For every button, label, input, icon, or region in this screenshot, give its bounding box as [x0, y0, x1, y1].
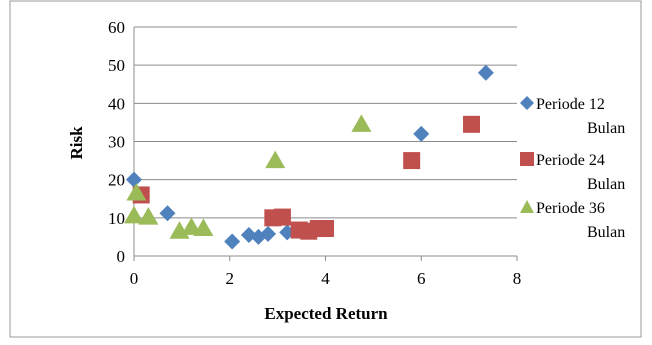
- legend-label-line2: Bulan: [587, 176, 625, 193]
- data-point-series-2: [274, 209, 291, 226]
- legend-label-line1: Periode 36: [536, 200, 605, 217]
- x-tick-label: 6: [417, 269, 426, 288]
- y-axis-title: Risk: [67, 126, 86, 160]
- legend-label-line1: Periode 12: [536, 96, 605, 113]
- legend-label-line2: Bulan: [587, 120, 625, 137]
- legend-label-line1: Periode 24: [536, 152, 605, 169]
- y-tick-label: 30: [108, 133, 125, 152]
- data-point-series-2: [317, 220, 334, 237]
- y-tick-label: 0: [117, 247, 126, 266]
- y-tick-label: 60: [108, 18, 125, 37]
- y-tick-label: 50: [108, 56, 125, 75]
- x-tick-label: 8: [513, 269, 522, 288]
- legend-label-line2: Bulan: [587, 224, 625, 241]
- y-tick-label: 40: [108, 94, 125, 113]
- x-tick-label: 2: [226, 269, 235, 288]
- y-tick-label: 20: [108, 171, 125, 190]
- data-point-series-2: [463, 116, 480, 133]
- legend-marker-square: [520, 152, 534, 166]
- y-tick-label: 10: [108, 209, 125, 228]
- x-axis-title: Expected Return: [264, 304, 388, 323]
- x-tick-label: 4: [321, 269, 330, 288]
- data-point-series-2: [403, 152, 420, 169]
- x-tick-label: 0: [130, 269, 139, 288]
